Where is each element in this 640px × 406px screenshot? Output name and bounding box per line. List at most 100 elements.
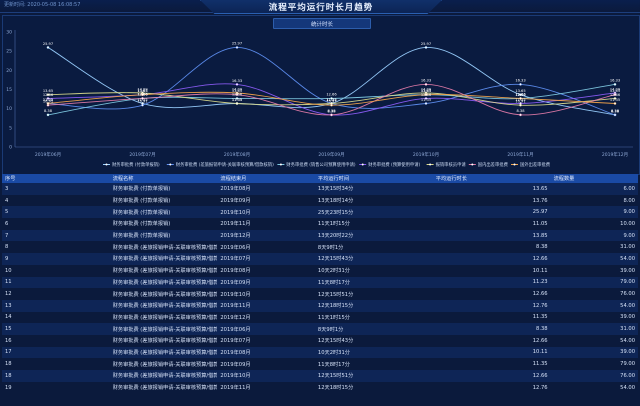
cell-process-name: 财务审批费 (差旅报销申请-关联审核预算/借款核销) [109,370,218,382]
table-row[interactable]: 3 财务审批费 (付款单报销) 2019年08月 13天15时34分 13.65 6.00 [2,183,638,195]
data-point [424,83,428,86]
data-label: 16.33 [232,79,242,83]
data-label: 14.09 [137,87,148,91]
data-label: 8.38 [611,109,620,113]
cell-count: 54.00 [550,334,638,347]
col-header-process-name[interactable]: 流程名称 [109,174,218,183]
data-point [424,46,428,49]
data-label: 14.09 [421,87,432,91]
cell-count: 79.00 [550,358,638,370]
data-label: 11.35 [610,98,620,102]
cell-avg-duration: 10.11 [432,264,551,277]
table-row[interactable]: 4 财务审批费 (付款单报销) 2019年09月 13天18时14分 13.76 8.00 [2,194,638,207]
cell-index: 5 [2,206,110,219]
data-label: 13.65 [515,89,525,93]
cell-avg-time: 12天15时43分 [314,334,433,347]
data-point [613,97,617,100]
data-point [330,113,333,117]
data-point [141,103,144,107]
cell-count: 6.00 [550,183,638,195]
col-header-end-month[interactable]: 流程结束月 [217,174,315,183]
cell-index: 15 [2,323,110,335]
cell-avg-duration: 11.35 [432,358,551,370]
line-chart: 0 5 10 15 20 25 30 2019年06月 2019年07月 2019年08月 2019… [6,30,633,168]
cell-process-name: 财务审批费 (差旅报销申请-关联审核预算/借款核销) [109,299,218,312]
col-header-index[interactable]: 序号 [2,174,110,183]
cell-index: 3 [2,183,110,195]
x-tick-label: 2019年10月 [413,151,439,158]
cell-avg-duration: 11.05 [432,218,551,230]
cell-end-month: 2019年07月 [217,334,315,347]
table-row[interactable]: 6 财务审批费 (付款单报销) 2019年11月 11天1时15分 11.05 10.00 [2,218,638,230]
data-label: 8.38 [327,109,336,113]
cell-end-month: 2019年10月 [217,370,315,382]
data-label: 10.91 [326,100,336,104]
cell-count: 31.00 [550,241,638,254]
cell-count: 76.00 [550,370,638,382]
cell-process-name: 财务审批费 (差旅报销申请-关联审核预算/借款核销) [109,323,218,335]
cell-count: 54.00 [550,299,638,312]
table-row[interactable]: 7 财务审批费 (付款单报销) 2019年12月 13天20时22分 13.85 9.00 [2,229,638,242]
data-table: 序号 流程名称 流程结束月 平均运行时间 平均运行时长 流程数量 3 财务审批费 … [2,174,638,394]
cell-avg-time: 25天23时15分 [314,206,433,219]
cell-end-month: 2019年09月 [217,358,315,370]
data-label: 13.65 [137,89,147,93]
data-label: 13.65 [421,89,431,93]
cell-end-month: 2019年12月 [217,311,315,324]
col-header-count[interactable]: 流程数量 [550,174,638,183]
table-row[interactable]: 5 财务审批费 (付款单报销) 2019年10月 25天23时15分 25.97 9.00 [2,206,638,219]
cell-end-month: 2019年08月 [217,264,315,277]
cell-avg-duration: 25.97 [432,206,551,219]
cell-process-name: 财务审批费 (差旅报销申请-关联审核预算/借款核销) [109,288,218,300]
cell-count: 9.00 [550,229,638,242]
legend-label: 财务审批费 (付款单报销) [112,161,160,168]
x-tick-label: 2019年11月 [507,151,533,158]
x-tick-label: 2019年07月 [129,151,155,158]
cell-index: 18 [2,358,110,370]
data-label: 10.91 [515,99,525,103]
data-label: 13.65 [421,89,431,93]
data-point [235,102,239,105]
data-point [519,113,522,117]
data-label: 12.66 [232,93,243,97]
col-header-avg-duration[interactable]: 平均运行时长 [432,174,551,183]
col-header-avg-time[interactable]: 平均运行时间 [314,174,433,183]
update-time: 更新时间: 2020-05-08 16:08:57 [4,2,81,8]
data-point [46,102,50,105]
cell-avg-time: 11天8时17分 [314,276,433,289]
chart-panel: 统计时长 0 5 10 15 20 25 30 2019年06月 2019年07月 2019年08… [2,15,640,175]
data-label: 11.35 [515,98,525,102]
x-tick-label: 2019年09月 [318,151,344,158]
cell-process-name: 财务审批费 (付款单报销) [109,218,218,230]
cell-end-month: 2019年06月 [217,241,315,254]
data-label: 11.35 [232,98,242,102]
chart-title: 统计时长 [310,22,333,28]
cell-index: 7 [2,229,110,242]
cell-end-month: 2019年10月 [217,288,315,300]
legend-marker [279,163,282,166]
cell-index: 19 [2,381,110,394]
data-point [46,93,50,96]
cell-process-name: 财务审批费 (付款单报销) [109,229,218,242]
legend-marker [169,163,172,166]
data-label: 8.38 [516,109,525,113]
data-label: 14.09 [232,87,243,91]
data-label: 11.35 [326,98,336,102]
data-label: 10.91 [43,99,53,103]
data-point [141,97,144,100]
y-tick-label: 10 [6,106,12,112]
data-point [424,93,428,96]
